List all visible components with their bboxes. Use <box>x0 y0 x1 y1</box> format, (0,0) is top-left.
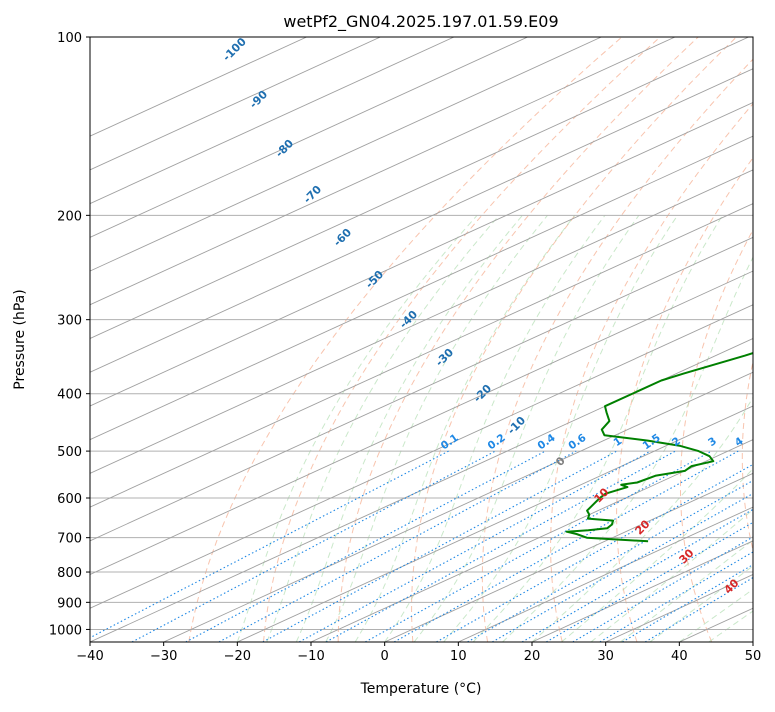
x-tick-label: −40 <box>76 649 103 664</box>
y-axis-label: Pressure (hPa) <box>12 289 28 389</box>
x-tick-label: −30 <box>150 649 177 664</box>
x-tick-label: 10 <box>450 649 467 664</box>
x-tick-label: −10 <box>297 649 324 664</box>
y-tick-label: 700 <box>57 532 82 547</box>
y-tick-label: 200 <box>57 209 82 224</box>
y-tick-label: 600 <box>57 492 82 507</box>
x-tick-label: 20 <box>524 649 541 664</box>
x-axis-label: Temperature (°C) <box>360 681 482 697</box>
x-tick-label: 30 <box>597 649 614 664</box>
x-tick-label: 50 <box>745 649 762 664</box>
chart-title: wetPf2_GN04.2025.197.01.59.E09 <box>283 12 558 32</box>
y-tick-label: 100 <box>57 31 82 46</box>
y-tick-label: 900 <box>57 596 82 611</box>
y-tick-label: 800 <box>57 566 82 581</box>
y-tick-label: 300 <box>57 314 82 329</box>
y-tick-label: 400 <box>57 388 82 403</box>
y-tick-label: 1000 <box>49 623 82 638</box>
x-tick-label: 40 <box>671 649 688 664</box>
x-tick-label: 0 <box>381 649 389 664</box>
x-tick-label: −20 <box>224 649 251 664</box>
y-tick-label: 500 <box>57 445 82 460</box>
